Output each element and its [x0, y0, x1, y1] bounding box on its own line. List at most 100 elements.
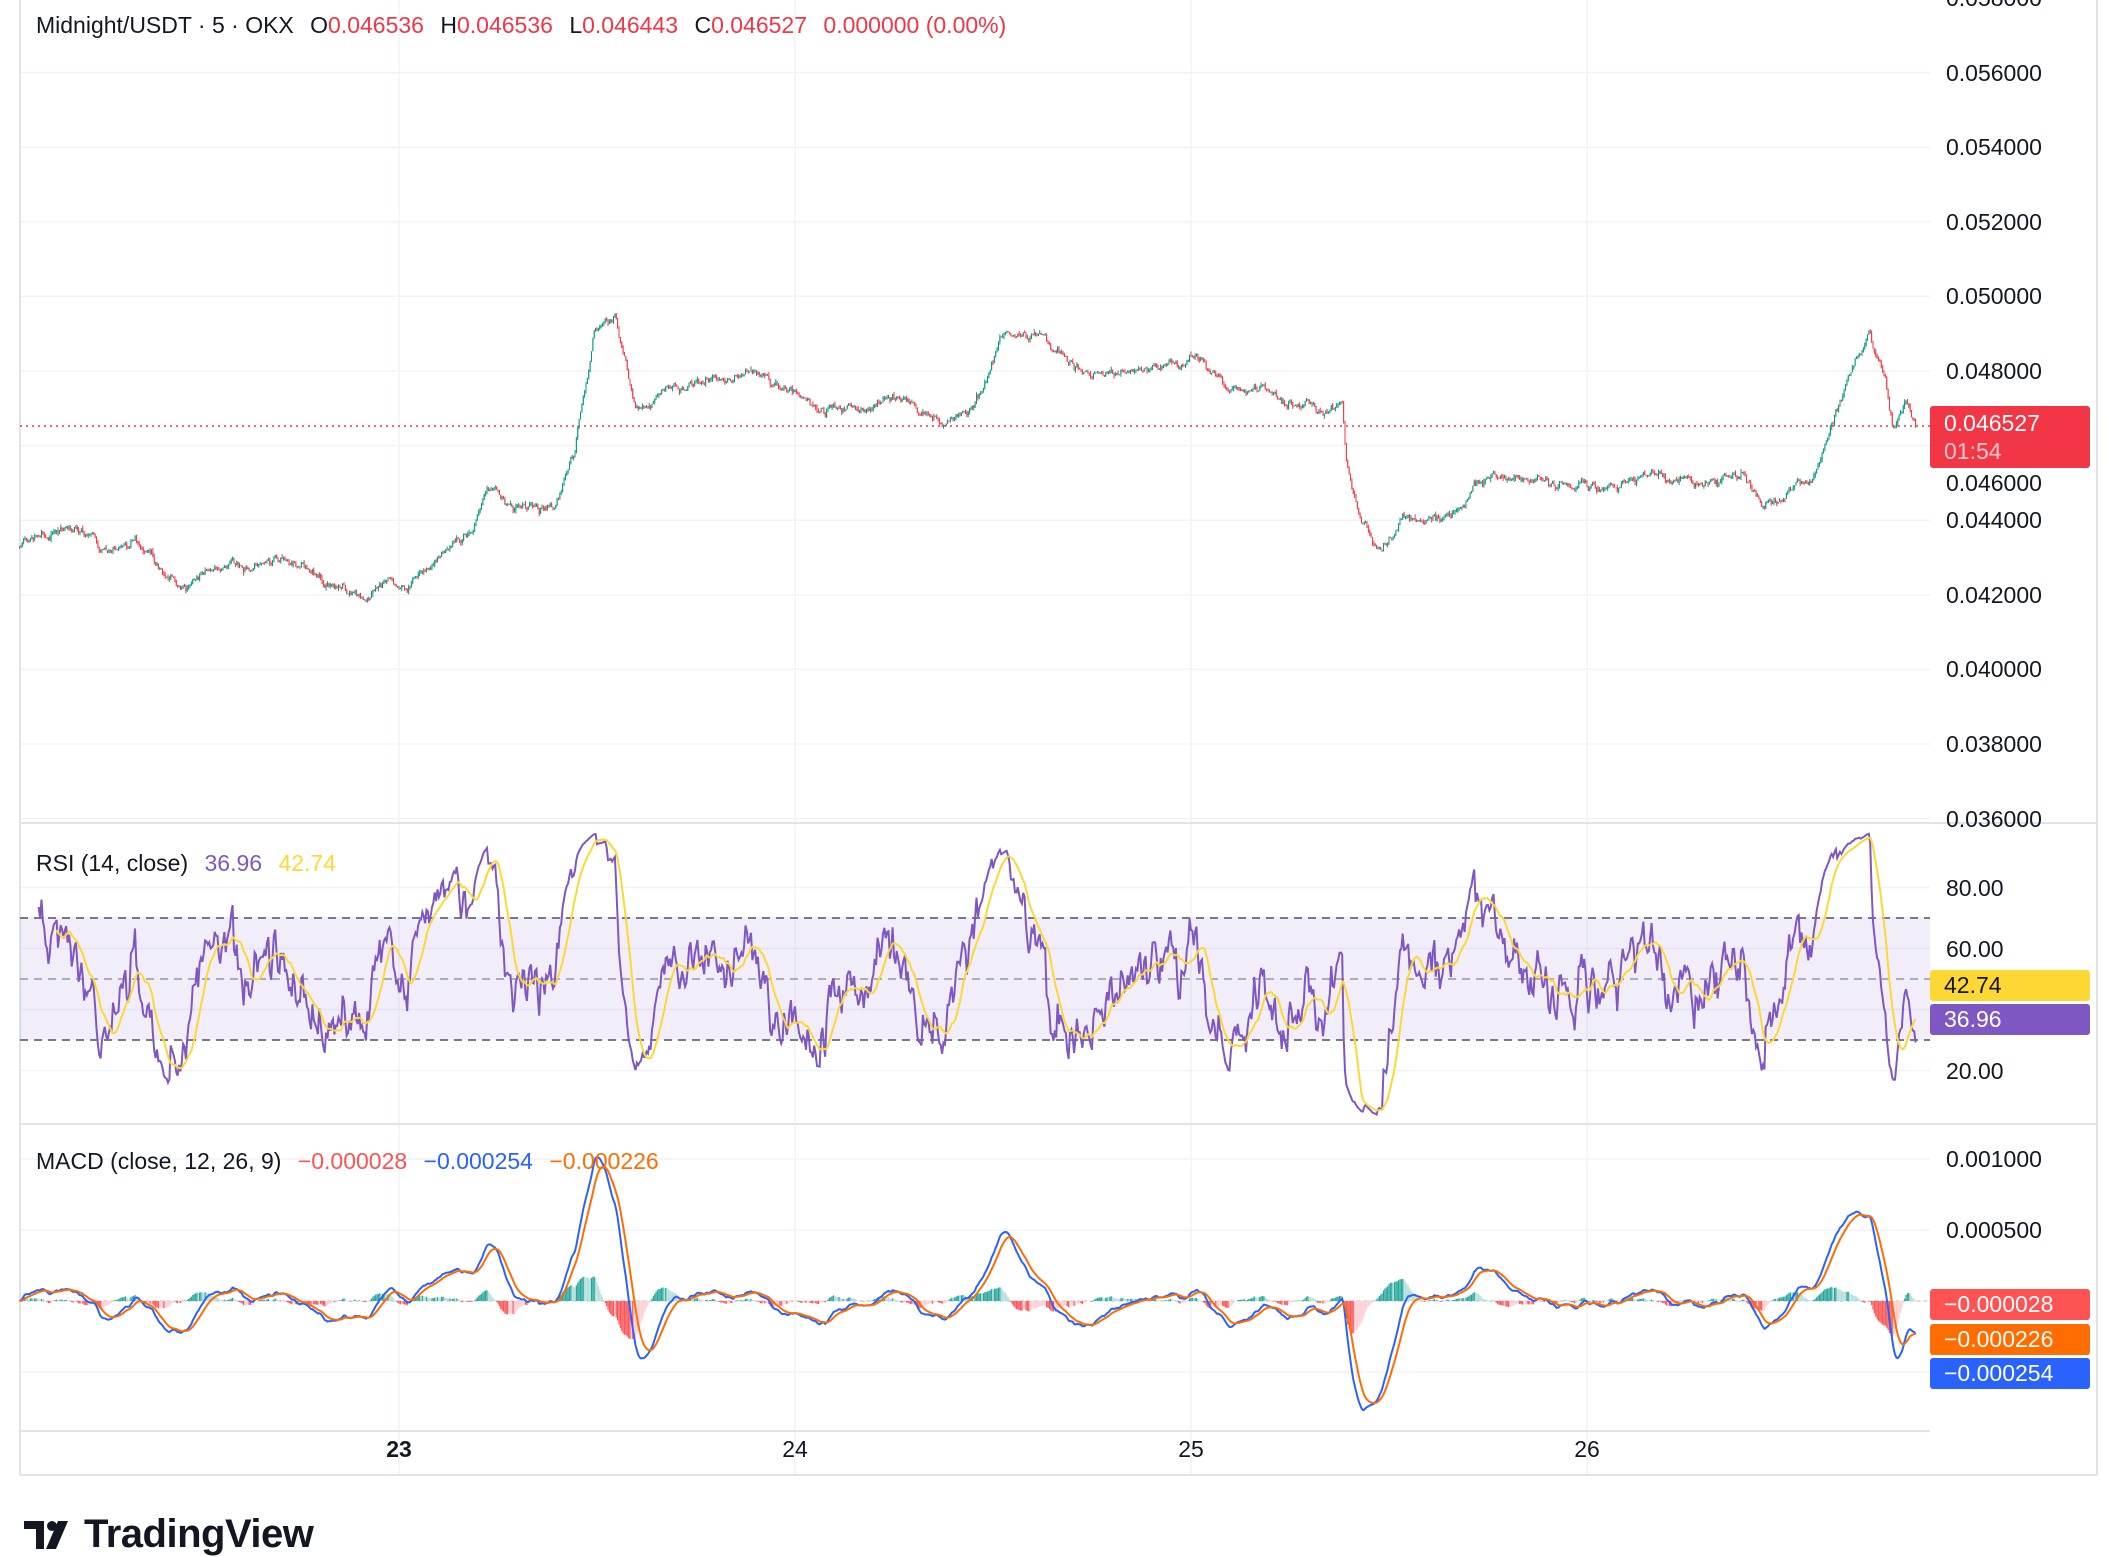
candle-body: [652, 404, 653, 408]
candle-body: [1635, 479, 1636, 483]
candle: [1768, 500, 1769, 503]
candle: [1335, 407, 1336, 412]
candle-body: [202, 574, 203, 575]
candle: [1567, 483, 1568, 487]
candle: [1072, 359, 1073, 364]
candle-body: [639, 408, 640, 409]
candle-body: [1043, 334, 1044, 335]
candle-body: [1511, 479, 1512, 480]
candle-body: [656, 397, 657, 399]
candle: [1222, 376, 1223, 385]
candle-body: [1148, 371, 1149, 372]
candle-body: [1695, 483, 1696, 487]
candle-body: [1193, 356, 1194, 358]
candle-body: [97, 542, 98, 547]
candle: [503, 496, 504, 499]
candle: [162, 568, 163, 575]
candle-body: [1464, 505, 1465, 506]
candle-body: [667, 387, 668, 388]
candle-body: [1395, 531, 1396, 535]
candle-body: [751, 370, 752, 371]
candle-body: [91, 534, 92, 535]
candle: [779, 385, 780, 390]
candle: [730, 379, 731, 381]
candle-body: [694, 383, 695, 386]
candle-body: [1167, 364, 1168, 365]
candle-body: [757, 372, 758, 373]
candle-body: [256, 563, 257, 564]
candle-body: [1709, 482, 1710, 484]
candle-body: [272, 561, 273, 565]
candle: [250, 570, 251, 572]
candle: [1560, 481, 1561, 482]
candle-body: [903, 398, 904, 399]
candle: [1367, 521, 1368, 528]
candle-body: [165, 575, 166, 576]
candle: [1585, 479, 1586, 483]
candle-body: [1837, 410, 1838, 412]
candle-body: [59, 531, 60, 534]
candle-body: [363, 598, 364, 600]
candle: [1492, 473, 1493, 478]
candle-body: [1307, 399, 1308, 400]
candle: [1316, 406, 1317, 414]
candle: [419, 570, 420, 577]
candle: [1034, 329, 1035, 336]
candle: [414, 577, 415, 580]
candle-body: [293, 561, 294, 565]
candle: [1247, 391, 1248, 395]
candle: [1246, 389, 1247, 396]
candle: [1504, 475, 1505, 479]
candle-body: [465, 534, 466, 535]
candle-body: [1247, 392, 1248, 394]
candle-body: [1096, 372, 1097, 373]
candle-body: [1483, 482, 1484, 486]
candle: [916, 403, 917, 408]
candle-body: [489, 490, 490, 491]
candle-body: [462, 540, 463, 543]
candle: [522, 502, 523, 509]
candle: [1382, 550, 1383, 553]
candle: [1757, 493, 1758, 497]
candle: [341, 587, 342, 590]
candle-body: [1349, 467, 1350, 474]
candle-body: [206, 570, 207, 571]
candle-body: [620, 337, 621, 342]
candle: [338, 584, 339, 591]
candle: [1505, 476, 1506, 481]
candle-body: [1497, 477, 1498, 478]
candle-body: [1684, 476, 1685, 478]
candle: [1760, 499, 1761, 504]
candle-body: [1350, 474, 1351, 481]
candle-body: [1089, 373, 1090, 374]
candle: [1556, 487, 1557, 489]
candle-body: [954, 420, 955, 421]
candle-body: [515, 506, 516, 510]
candle: [1636, 479, 1637, 486]
candle-body: [1105, 373, 1106, 376]
candle-body: [870, 409, 871, 410]
candle: [1910, 403, 1911, 412]
candle-body: [1196, 354, 1197, 355]
candle: [1364, 521, 1365, 525]
candle-body: [1024, 332, 1025, 333]
candle: [207, 569, 208, 572]
candle-body: [1661, 471, 1662, 473]
candle-body: [236, 562, 237, 564]
candle-body: [311, 571, 312, 573]
candle: [830, 405, 831, 408]
candle: [1358, 508, 1359, 515]
candle-body: [1461, 507, 1462, 509]
candle: [364, 599, 365, 601]
candle-body: [682, 388, 683, 390]
candle-body: [239, 565, 240, 566]
candle-body: [353, 592, 354, 593]
candle-body: [304, 563, 305, 567]
candle-body: [294, 561, 295, 562]
candle-body: [1298, 405, 1299, 407]
candle: [841, 408, 842, 415]
candle: [678, 386, 679, 389]
candle-body: [676, 385, 677, 386]
candle-body: [980, 393, 981, 395]
